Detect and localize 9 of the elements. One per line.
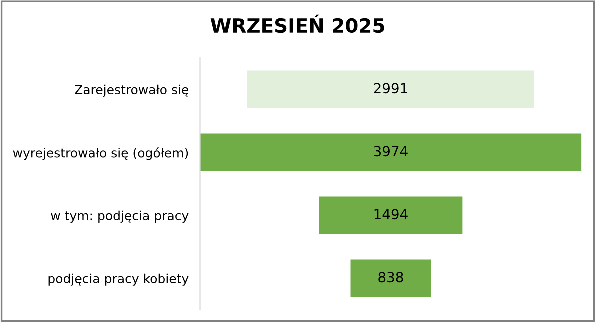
- data-label: 838: [378, 272, 404, 283]
- data-label: 1494: [374, 209, 408, 220]
- data-label: 3974: [374, 146, 408, 157]
- category-label: w tym: podjęcia pracy: [51, 210, 189, 223]
- category-label: wyrejestrowało się (ogółem): [13, 148, 188, 160]
- category-label: Zarejestrowało się: [75, 84, 188, 97]
- data-label: 2991: [374, 83, 408, 94]
- text: WRZESIEŃ 2025: [210, 14, 384, 34]
- category-label: podjęcia pracy kobiety: [48, 274, 189, 286]
